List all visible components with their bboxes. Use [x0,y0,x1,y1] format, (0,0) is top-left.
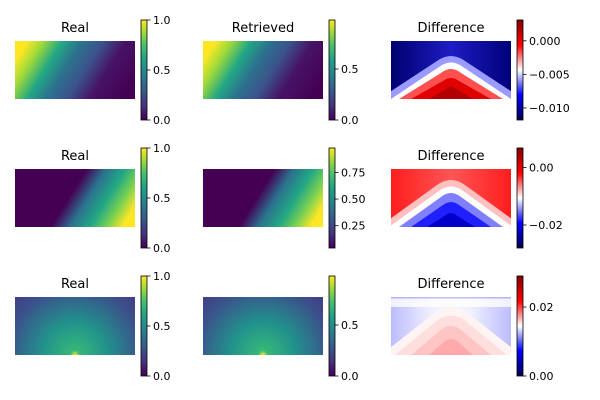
heatmap-image [203,41,323,99]
colorbar: −0.02 0.00 [516,147,563,249]
heatmap-panel: Difference −0.010 −0.005 0.000 [391,19,570,121]
colorbar: 0.0 0.5 1.0 [140,14,171,127]
colorbar-tick-label: 1.0 [153,270,171,283]
colorbar-tick-label: 0.5 [341,63,359,76]
heatmap-image [391,41,511,99]
heatmap-panel: Real 0.0 0.5 1.0 [15,142,171,255]
heatmap-panel: Real 0.0 0.5 1.0 [15,14,171,127]
panel-title: Difference [417,277,484,292]
heatmap-panel: Difference −0.02 0.00 [391,147,563,249]
colorbar-gradient [516,275,524,377]
colorbar-tick-label: 0.75 [341,166,366,179]
colorbar-gradient [140,275,148,377]
heatmap-image [15,169,135,227]
colorbar-tick-label: 0.5 [153,192,171,205]
colorbar-tick-label: 0.00 [529,162,554,175]
colorbar: 0.0 0.5 [328,275,359,383]
colorbar-tick-label: 0.00 [529,370,554,383]
colorbar: −0.010 −0.005 0.000 [516,19,570,121]
heatmap-panel: Difference 0.00 0.02 [391,275,554,383]
heatmap-panel: 0.25 0.50 0.75 [203,147,366,249]
panel-title: Real [61,149,89,164]
colorbar-tick-label: 0.5 [153,64,171,77]
heatmap-panel: Retrieved 0.0 0.5 [203,19,359,127]
colorbar-gradient [328,275,336,377]
heatmap-image [391,297,511,355]
colorbar-tick-label: 0.0 [341,370,359,383]
panel-title: Difference [417,21,484,36]
colorbar-tick-label: 0.0 [153,242,171,255]
colorbar-tick-label: 0.0 [153,370,171,383]
colorbar-gradient [140,19,148,121]
colorbar: 0.00 0.02 [516,275,554,383]
colorbar: 0.0 0.5 1.0 [140,270,171,383]
colorbar: 0.25 0.50 0.75 [328,147,366,249]
colorbar-tick-label: 1.0 [153,142,171,155]
heatmap-panel: 0.0 0.5 [203,275,359,383]
colorbar: 0.0 0.5 [328,19,359,127]
colorbar-tick-label: −0.02 [529,219,563,232]
heatmap-image [15,297,135,355]
colorbar-tick-label: 0.50 [341,193,366,206]
colorbar-tick-label: 0.000 [529,35,561,48]
colorbar-tick-label: 1.0 [153,14,171,27]
panel-title: Real [61,277,89,292]
panel-title: Retrieved [232,21,294,36]
heatmap-image [391,169,511,227]
heatmap-image [203,169,323,227]
colorbar-gradient [140,147,148,249]
colorbar-gradient [516,19,524,121]
heatmap-panel: Real 0.0 0.5 1.0 [15,270,171,383]
colorbar-tick-label: −0.005 [529,68,570,81]
colorbar-tick-label: 0.0 [153,114,171,127]
colorbar-gradient [328,19,336,121]
colorbar-tick-label: 0.5 [153,320,171,333]
heatmap-image [15,41,135,99]
colorbar: 0.0 0.5 1.0 [140,142,171,255]
colorbar-tick-label: −0.010 [529,102,570,115]
heatmap-image [203,297,323,355]
colorbar-gradient [516,147,524,249]
panel-title: Difference [417,149,484,164]
panel-title: Real [61,21,89,36]
colorbar-tick-label: 0.02 [529,301,554,314]
colorbar-gradient [328,147,336,249]
colorbar-tick-label: 0.5 [341,319,359,332]
colorbar-tick-label: 0.0 [341,114,359,127]
colorbar-tick-label: 0.25 [341,220,366,233]
